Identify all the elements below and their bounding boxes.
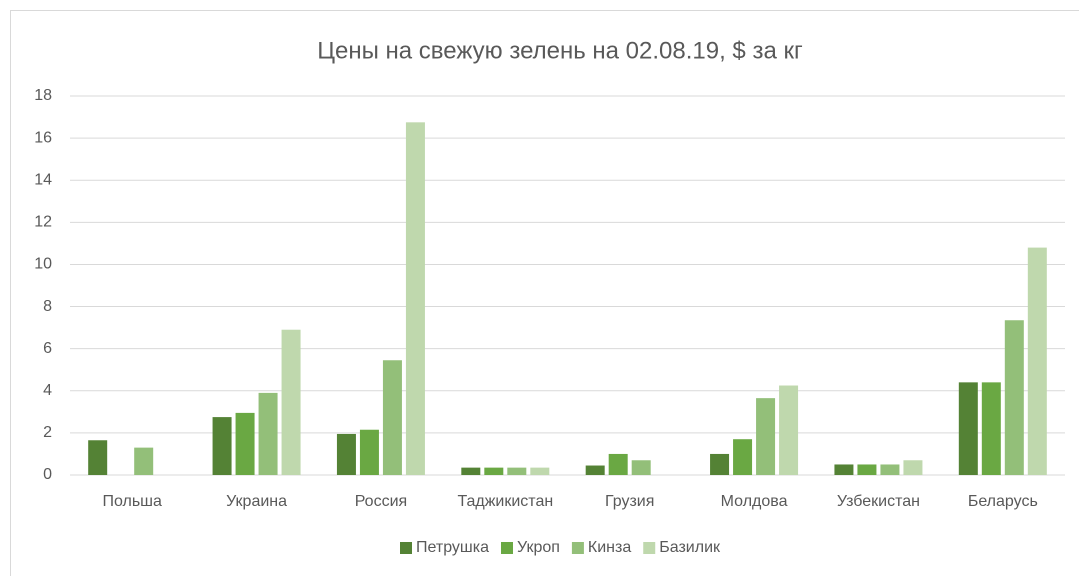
- legend-label: Укроп: [517, 539, 560, 556]
- bar: [958, 382, 978, 475]
- legend-swatch: [643, 542, 656, 554]
- x-tick-label: Россия: [355, 493, 407, 510]
- bar: [212, 417, 232, 475]
- y-tick-label: 6: [43, 340, 52, 357]
- bar: [585, 465, 605, 475]
- bar: [336, 433, 356, 475]
- y-tick-label: 0: [43, 466, 52, 483]
- legend-swatch: [400, 542, 412, 554]
- bar: [382, 360, 402, 475]
- y-tick-label: 12: [34, 214, 52, 231]
- legend-swatch: [501, 542, 513, 554]
- bar: [507, 467, 527, 475]
- bar: [733, 439, 753, 475]
- y-tick-label: 14: [34, 171, 52, 188]
- chart-title: Цены на свежую зелень на 02.08.19, $ за …: [317, 37, 803, 64]
- y-tick-label: 2: [43, 424, 52, 441]
- x-tick-label: Польша: [102, 493, 162, 510]
- bar: [756, 398, 776, 475]
- y-tick-label: 16: [34, 129, 52, 146]
- y-tick-label: 18: [34, 87, 52, 104]
- bar: [710, 453, 730, 475]
- bar: [235, 412, 255, 475]
- x-tick-label: Узбекистан: [837, 493, 920, 510]
- bar: [258, 392, 278, 475]
- bar: [405, 122, 425, 475]
- bar: [903, 460, 923, 475]
- bar: [981, 382, 1001, 475]
- bar: [359, 429, 379, 475]
- bar: [1027, 247, 1047, 475]
- bar: [1004, 320, 1024, 475]
- bar: [530, 467, 550, 475]
- y-tick-label: 10: [34, 256, 52, 273]
- bar: [631, 460, 651, 475]
- legend-label: Петрушка: [416, 539, 489, 556]
- bar: [134, 447, 154, 475]
- bar: [608, 453, 628, 475]
- y-tick-label: 4: [43, 382, 52, 399]
- bar: [484, 467, 504, 475]
- legend-swatch: [571, 542, 584, 554]
- bar: [281, 329, 301, 475]
- bar: [88, 440, 108, 475]
- x-tick-label: Беларусь: [968, 493, 1038, 510]
- x-tick-label: Украина: [226, 493, 287, 510]
- x-tick-label: Грузия: [605, 493, 654, 510]
- chart-frame: [10, 10, 1079, 576]
- bar: [857, 464, 877, 475]
- bar: [461, 467, 481, 475]
- bar: [779, 385, 799, 475]
- bar: [880, 464, 900, 475]
- legend-label: Кинза: [588, 539, 631, 556]
- x-tick-label: Таджикистан: [457, 493, 553, 510]
- legend-label: Базилик: [659, 539, 721, 556]
- y-tick-label: 8: [43, 298, 52, 315]
- bar: [834, 464, 854, 475]
- x-tick-label: Молдова: [721, 493, 788, 510]
